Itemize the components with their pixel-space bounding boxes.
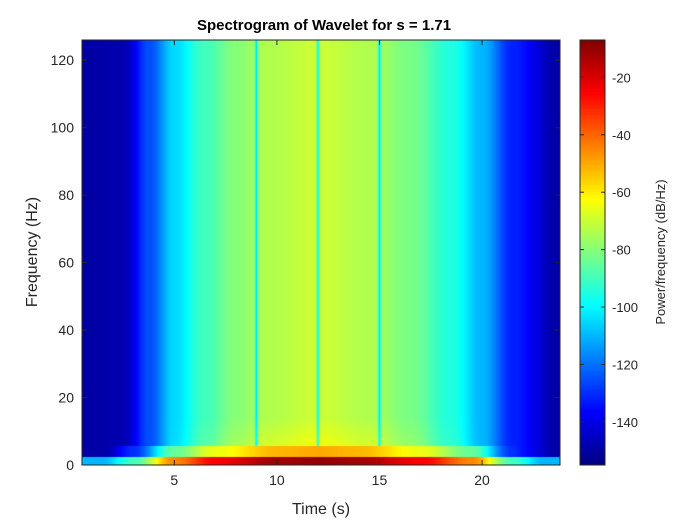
x-tick-label: 15 (372, 472, 388, 488)
y-tick-label: 40 (58, 322, 74, 338)
y-tick-label: 100 (51, 120, 75, 136)
spectrogram-plot: 5 10 15 20 0 20 40 60 80 100 120 (51, 39, 561, 488)
colorbar-frame (579, 39, 606, 466)
colorbar-ticks: -140 -120 -100 -80 -60 -40 -20 (580, 70, 638, 430)
y-tick-label: 80 (58, 187, 74, 203)
x-axis-ticks: 5 10 15 20 (170, 40, 490, 488)
y-axis-label: Frequency (Hz) (24, 197, 41, 307)
colorbar-tick-label: -140 (612, 415, 638, 430)
colorbar-label: Power/frequency (dB/Hz) (653, 179, 668, 324)
x-tick-label: 5 (170, 472, 178, 488)
y-tick-label: 120 (51, 52, 75, 68)
y-tick-label: 60 (58, 255, 74, 271)
spectrogram-heatmap (82, 40, 560, 465)
chart-title: Spectrogram of Wavelet for s = 1.71 (197, 17, 451, 34)
colorbar-tick-label: -100 (612, 300, 638, 315)
colorbar-tick-label: -40 (612, 128, 631, 143)
colorbar-gradient (580, 40, 605, 465)
plot-frame (81, 39, 561, 466)
colorbar-tick-label: -120 (612, 357, 638, 372)
y-tick-label: 20 (58, 390, 74, 406)
x-tick-label: 10 (269, 472, 285, 488)
colorbar-tick-label: -60 (612, 185, 631, 200)
x-axis-label: Time (s) (292, 501, 350, 518)
y-tick-label: 0 (66, 457, 74, 473)
colorbar-tick-label: -20 (612, 70, 631, 85)
colorbar: -140 -120 -100 -80 -60 -40 -20 (579, 39, 638, 466)
y-axis-ticks: 0 20 40 60 80 100 120 (51, 52, 560, 473)
colorbar-tick-label: -80 (612, 243, 631, 258)
x-tick-label: 20 (474, 472, 490, 488)
